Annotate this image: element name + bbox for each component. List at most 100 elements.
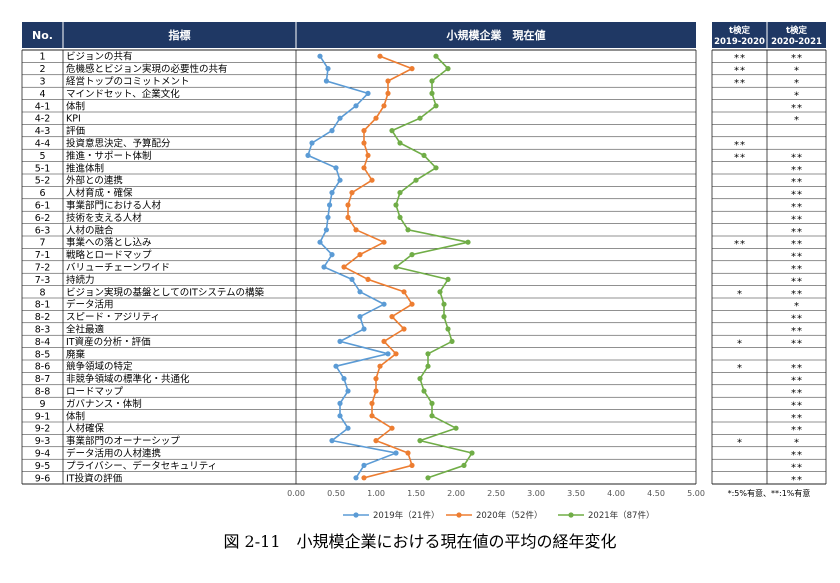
data-point [469,450,475,456]
ttest-mark-2019-2020: * [736,363,742,374]
x-axis: 0.00 0.50 1.00 1.50 2.00 2.50 3.00 3.50 4.00 4.50… [287,488,810,498]
row-number: 5 [39,151,45,162]
row-label: プライバシー、データセキュリティ [66,460,217,472]
x-tick-label: 3.50 [567,489,585,498]
legend-label: 2020年（52件） [476,510,542,521]
data-point [425,351,431,357]
row-label: 競争領域の特定 [66,361,133,373]
row-label: 事業への落とし込み [66,237,152,249]
ttest-mark-2019-2020: ** [733,152,745,163]
data-point [329,252,335,258]
data-point [329,190,335,196]
ttest-mark-2020-2021: ** [790,190,802,201]
row-number: 4-3 [35,126,51,137]
item-column-header: 指標 [169,28,191,42]
data-point [329,438,335,444]
data-point [373,438,379,444]
data-point [425,363,431,369]
row-number: 9-2 [35,424,51,435]
row-number: 8-6 [35,362,51,373]
row-label: 経営トップのコミットメント [66,76,190,88]
x-tick-label: 2.50 [487,489,505,498]
data-point [425,475,431,481]
data-point [389,314,395,320]
row-number: 5-2 [35,176,51,187]
row-number: 4-1 [35,101,51,112]
row-number: 7-1 [35,250,51,261]
data-point [337,413,343,419]
ttest-mark-2020-2021: ** [790,363,802,374]
data-point [361,128,367,134]
data-point [337,400,343,406]
x-tick-label: 4.50 [647,489,665,498]
ttest-header-line1: t検定 [729,25,751,36]
data-point [323,78,329,84]
ttest-mark-2020-2021: ** [790,326,802,337]
data-point [461,462,467,468]
row-label: ビジョン実現の基盤としてのITシステムの構築 [66,286,265,298]
data-point [397,140,403,146]
row-label: 推進体制 [66,162,104,174]
row-label: 技術を支える人材 [66,212,142,224]
x-tick-label: 1.00 [367,489,385,498]
row-number: 7 [39,238,45,249]
ttest-mark-2020-2021: ** [790,289,802,300]
data-point [353,475,359,481]
data-point [365,90,371,96]
ttest-mark-2019-2020: ** [733,140,745,151]
row-label: 廃棄 [66,348,86,360]
x-tick-label: 5.00 [687,489,705,498]
row-label: データ活用 [66,299,114,311]
data-point [397,190,403,196]
row-label: 戦略とロードマップ [66,249,152,261]
x-tick-label: 4.00 [607,489,625,498]
row-number: 8-3 [35,325,51,336]
data-point [349,276,355,282]
ttest-header-line2: 2020-2021 [771,37,822,47]
figure-caption: 図 2-11 小規模企業における現在値の平均の経年変化 [223,532,617,551]
data-point [401,289,407,295]
ttest-mark-2020-2021: ** [790,400,802,411]
data-point [341,264,347,270]
row-label: 事業部門のオーナーシップ [66,435,180,447]
row-number: 9-4 [35,449,51,460]
row-label: 危機感とビジョン実現の必要性の共有 [66,63,228,75]
data-point [393,202,399,208]
ttest-mark-2020-2021: ** [790,425,802,436]
data-point [445,326,451,332]
ttest-mark-2020-2021: ** [790,53,802,64]
row-label: マインドセット、企業文化 [66,88,180,100]
ttest-mark-2020-2021: * [793,438,799,449]
row-label: 評価 [66,125,86,137]
row-label: 事業部門における人材 [66,200,162,212]
ttest-mark-2020-2021: ** [790,276,802,287]
data-point [445,276,451,282]
data-point [345,202,351,208]
data-point [429,413,435,419]
data-point [405,450,411,456]
x-tick-label: 1.50 [407,489,425,498]
data-point [353,103,359,109]
no-column-header: No. [32,29,53,42]
data-point [317,239,323,245]
row-label: IT投資の評価 [66,472,123,484]
row-number: 8-8 [35,387,51,398]
legend-label: 2019年（21件） [373,510,439,521]
row-number: 2 [39,64,45,75]
row-number: 6-3 [35,225,51,236]
ttest-mark-2020-2021: ** [790,103,802,114]
row-number: 8-2 [35,312,51,323]
data-point [433,165,439,171]
ttest-mark-2020-2021: ** [790,462,802,473]
ttest-mark-2020-2021: ** [790,314,802,325]
data-point [373,115,379,121]
data-point [357,289,363,295]
data-point [429,90,435,96]
data-point [345,425,351,431]
row-label: IT資産の分析・評価 [66,336,151,348]
x-tick-label: 0.00 [287,489,305,498]
data-point [437,289,443,295]
data-point [377,363,383,369]
x-tick-label: 3.00 [527,489,545,498]
row-number: 9-1 [35,411,51,422]
